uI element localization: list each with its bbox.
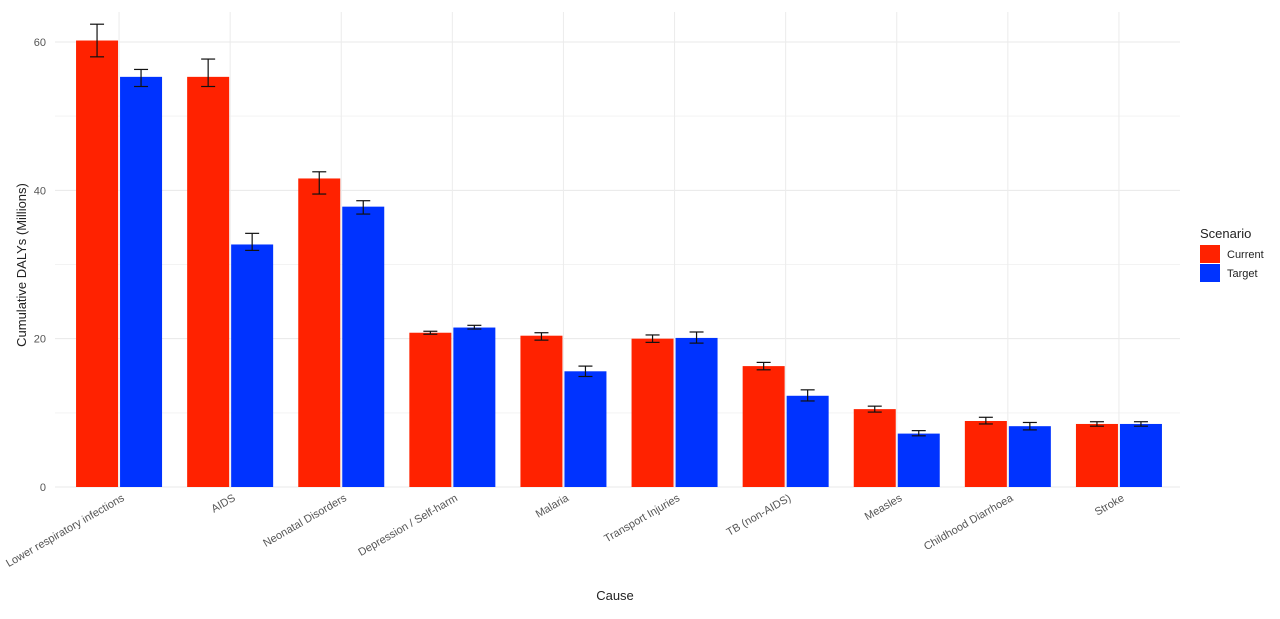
error-bar-current-1 (201, 58, 216, 88)
bar-current-2 (298, 178, 341, 487)
x-tick-label: TB (non-AIDS) (725, 492, 793, 538)
bar-current-0 (76, 40, 119, 488)
x-tick-label: Childhood Diarrhoea (922, 492, 1016, 553)
bar-target-9 (1119, 423, 1162, 487)
legend-title: Scenario (1200, 226, 1251, 241)
y-tick-label: 0 (40, 482, 46, 494)
bar-current-8 (964, 420, 1007, 487)
error-bar-target-0 (134, 68, 149, 88)
x-axis-title: Cause (596, 588, 634, 603)
error-bar-current-0 (90, 23, 105, 58)
bar-target-8 (1008, 426, 1051, 487)
error-bar-target-1 (245, 232, 260, 252)
bar-current-3 (409, 332, 452, 487)
error-bar-target-5 (689, 331, 704, 344)
bar-current-5 (631, 338, 674, 487)
error-bar-target-8 (1022, 421, 1037, 431)
error-bar-target-2 (356, 200, 371, 215)
error-bar-target-4 (578, 365, 593, 378)
bar-target-3 (453, 327, 496, 487)
x-tick-label: Measles (863, 492, 905, 523)
x-tick-label: Depression / Self-harm (356, 492, 459, 559)
bar-current-6 (742, 366, 785, 487)
error-bar-target-7 (911, 430, 926, 437)
bar-target-1 (231, 244, 274, 487)
bar-target-2 (342, 206, 385, 487)
error-bar-target-3 (467, 324, 482, 330)
x-tick-label: Neonatal Disorders (261, 492, 349, 550)
bar-target-0 (120, 76, 163, 487)
error-bars (90, 23, 1148, 437)
legend-label-current: Current (1227, 249, 1264, 261)
bar-current-4 (520, 335, 563, 487)
error-bar-target-6 (800, 389, 815, 402)
error-bar-current-3 (423, 330, 438, 335)
y-axis-ticks: 0 20 40 60 (34, 37, 46, 494)
y-axis-title: Cumulative DALYs (Millions) (14, 183, 29, 347)
x-tick-label: Transport Injuries (602, 492, 682, 545)
legend-key-target (1200, 264, 1220, 282)
legend: Scenario Current Target (1200, 226, 1264, 282)
error-bar-current-5 (645, 334, 660, 343)
x-tick-label: Lower respiratory infections (4, 492, 127, 570)
legend-key-current (1200, 245, 1220, 263)
x-tick-label: Malaria (534, 492, 572, 521)
x-tick-label: AIDS (209, 492, 237, 515)
bar-target-6 (786, 395, 829, 487)
y-tick-label: 60 (34, 37, 46, 49)
error-bar-current-8 (978, 416, 993, 425)
bar-current-7 (853, 409, 896, 487)
x-axis-ticks: Lower respiratory infections AIDS Neonatal… (4, 492, 1126, 570)
error-bar-current-6 (756, 361, 771, 371)
legend-label-target: Target (1227, 268, 1258, 280)
bar-target-4 (564, 371, 607, 487)
x-tick-label: Stroke (1093, 492, 1127, 518)
bar-current-1 (187, 76, 230, 487)
bar-current-9 (1075, 423, 1118, 487)
bar-target-7 (897, 433, 940, 487)
bars (76, 40, 1162, 488)
y-tick-label: 40 (34, 185, 46, 197)
y-tick-label: 20 (34, 334, 46, 346)
error-bar-current-2 (312, 171, 327, 195)
bar-target-5 (675, 337, 718, 487)
error-bar-current-4 (534, 332, 549, 341)
error-bar-current-9 (1089, 421, 1104, 427)
error-bar-current-7 (867, 405, 882, 413)
error-bar-target-9 (1133, 421, 1148, 427)
